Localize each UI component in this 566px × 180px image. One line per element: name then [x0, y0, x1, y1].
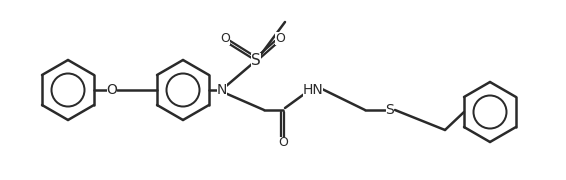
Text: O: O — [106, 83, 117, 97]
Text: N: N — [217, 83, 227, 97]
Text: S: S — [385, 103, 395, 117]
Text: O: O — [278, 136, 288, 150]
Text: HN: HN — [303, 83, 323, 97]
Text: S: S — [251, 53, 261, 68]
Text: O: O — [220, 31, 230, 44]
Text: O: O — [275, 31, 285, 44]
